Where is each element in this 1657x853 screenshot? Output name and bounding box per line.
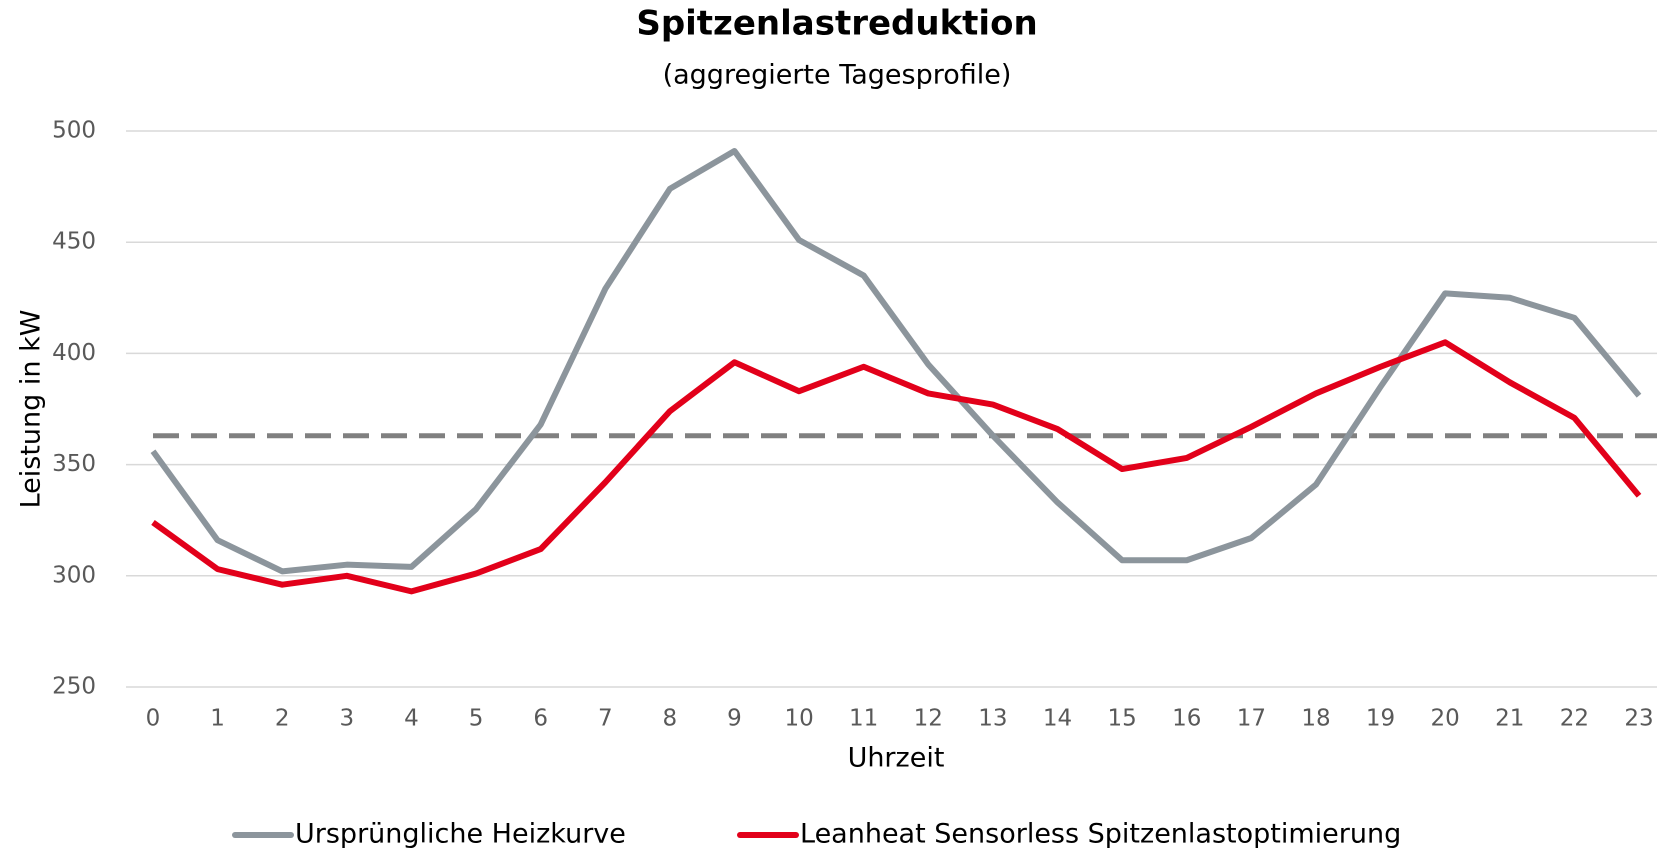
chart-subtitle: (aggregierte Tagesprofile) <box>663 60 1012 91</box>
x-tick-label: 12 <box>914 706 943 732</box>
x-tick-label: 6 <box>533 706 548 732</box>
y-tick-label: 350 <box>52 451 96 477</box>
x-tick-label: 15 <box>1107 706 1136 732</box>
x-tick-label: 18 <box>1301 706 1330 732</box>
x-tick-label: 17 <box>1237 706 1266 732</box>
y-tick-label: 400 <box>52 340 96 366</box>
y-tick-label: 250 <box>52 674 96 700</box>
x-tick-label: 8 <box>663 706 678 732</box>
x-tick-label: 7 <box>598 706 613 732</box>
x-tick-label: 22 <box>1560 706 1589 732</box>
x-tick-label: 19 <box>1366 706 1395 732</box>
series-line <box>151 339 1642 595</box>
y-tick-label: 300 <box>52 562 96 588</box>
x-tick-label: 2 <box>275 706 290 732</box>
legend-label: Leanheat Sensorless Spitzenlastoptimieru… <box>800 819 1401 850</box>
y-axis-label: Leistung in kW <box>16 310 47 509</box>
x-tick-label: 11 <box>849 706 878 732</box>
x-tick-label: 10 <box>784 706 813 732</box>
chart-title: Spitzenlastreduktion <box>636 4 1037 44</box>
x-tick-label: 20 <box>1431 706 1460 732</box>
x-tick-label: 16 <box>1172 706 1201 732</box>
x-tick-label: 0 <box>146 706 161 732</box>
x-tick-label: 1 <box>210 706 225 732</box>
x-tick-label: 21 <box>1495 706 1524 732</box>
legend-label: Ursprüngliche Heizkurve <box>295 819 626 850</box>
x-axis-label: Uhrzeit <box>848 743 945 774</box>
x-tick-label: 3 <box>340 706 355 732</box>
x-tick-label: 4 <box>404 706 419 732</box>
x-tick-label: 14 <box>1043 706 1072 732</box>
x-tick-label: 13 <box>978 706 1007 732</box>
x-tick-label: 9 <box>727 706 742 732</box>
series-line <box>150 148 1642 575</box>
y-tick-label: 500 <box>52 118 96 144</box>
x-tick-label: 5 <box>469 706 484 732</box>
x-tick-label: 23 <box>1624 706 1653 732</box>
y-tick-label: 450 <box>52 229 96 255</box>
